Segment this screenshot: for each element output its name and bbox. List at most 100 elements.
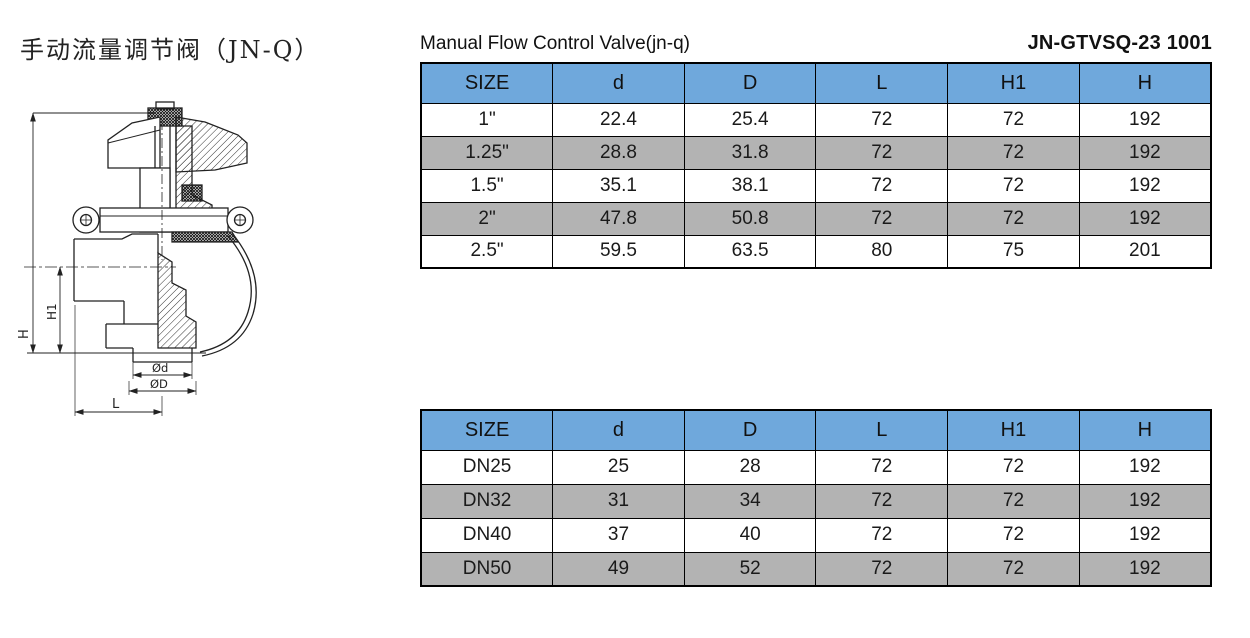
table-row: DN32 31 34 72 72 192 [420, 483, 1212, 519]
column-header: D [683, 62, 817, 104]
dim-label-l: L [112, 397, 120, 412]
table-cell: 37 [552, 517, 685, 553]
caption-english: Manual Flow Control Valve(jn-q) [420, 33, 690, 54]
column-header: H1 [947, 409, 1080, 451]
centerlines [24, 120, 176, 268]
lock-knob [181, 184, 203, 202]
table-cell: 38.1 [683, 168, 817, 203]
bottom-flange [105, 323, 158, 349]
column-header: SIZE [420, 62, 554, 104]
table-cell: 34 [683, 483, 817, 519]
table-cell: 80 [815, 234, 949, 269]
dome-outer [201, 232, 257, 357]
column-header: H [1078, 409, 1212, 451]
inch-size-table: SIZE d D L H1 H 1" 22.4 25.4 72 72 192 1.25" 28.8 31.… [420, 62, 1212, 269]
table-row: 1.5" 35.1 38.1 72 72 192 [420, 168, 1212, 203]
table-cell: 192 [1078, 201, 1212, 236]
table-cell: 31 [552, 483, 685, 519]
table-cell: 192 [1078, 483, 1212, 519]
table-cell: 72 [947, 201, 1080, 236]
table-cell: 72 [947, 135, 1080, 170]
clamp-band [99, 207, 229, 233]
table-cell: 192 [1078, 551, 1212, 587]
column-header: L [815, 409, 949, 451]
table-cell: 2" [420, 201, 554, 236]
table-cell: 192 [1078, 135, 1212, 170]
table-cell: 72 [947, 449, 1080, 485]
column-header: D [683, 409, 817, 451]
table-cell: DN40 [420, 517, 554, 553]
table-row: DN50 49 52 72 72 192 [420, 551, 1212, 587]
table-cell: 72 [815, 168, 949, 203]
table-cell: 72 [815, 517, 949, 553]
spec-section: Manual Flow Control Valve(jn-q) JN-GTVSQ… [420, 32, 1212, 587]
valve-cross-section-svg: H H1 Ød ØD L [17, 101, 257, 416]
table-cell: 47.8 [552, 201, 685, 236]
header-row: SIZE d D L H1 H [420, 409, 1212, 451]
column-header: SIZE [420, 409, 554, 451]
table-cell: 40 [683, 517, 817, 553]
table-cell: 2.5" [420, 234, 554, 269]
page-title-chinese: 手动流量调节阀（JN-Q） [20, 36, 321, 64]
table-cell: DN50 [420, 551, 554, 587]
table-cell: 25.4 [683, 102, 817, 137]
table-cell: 75 [947, 234, 1080, 269]
valve-technical-drawing: H H1 Ød ØD L [14, 98, 334, 428]
table-cell: DN25 [420, 449, 554, 485]
table-row: DN25 25 28 72 72 192 [420, 449, 1212, 485]
table-cell: 72 [947, 483, 1080, 519]
table-cell: 63.5 [683, 234, 817, 269]
column-header: H [1078, 62, 1212, 104]
body-inlet [73, 239, 125, 324]
table-cell: 1" [420, 102, 554, 137]
table-cell: 50.8 [683, 201, 817, 236]
table-cell: 192 [1078, 517, 1212, 553]
dimension-lines [27, 112, 206, 416]
table-cell: 22.4 [552, 102, 685, 137]
table-cell: 52 [683, 551, 817, 587]
dn-size-table: SIZE d D L H1 H DN25 25 28 72 72 192 DN32 31 34 72 72 19… [420, 409, 1212, 587]
table-cell: 1.5" [420, 168, 554, 203]
table-cell: 72 [947, 551, 1080, 587]
valve-outline-group [72, 101, 257, 363]
table-cell: 25 [552, 449, 685, 485]
table-cell: 72 [815, 483, 949, 519]
table-cell: 72 [815, 102, 949, 137]
dim-label-od-large: ØD [150, 377, 168, 391]
table-cell: 72 [947, 168, 1080, 203]
table-cell: 192 [1078, 168, 1212, 203]
table-cell: 201 [1078, 234, 1212, 269]
table-row: DN40 37 40 72 72 192 [420, 517, 1212, 553]
column-header: L [815, 62, 949, 104]
table-cell: 28.8 [552, 135, 685, 170]
table-cell: 31.8 [683, 135, 817, 170]
column-header: d [552, 62, 685, 104]
dim-label-h: H [17, 329, 32, 339]
table-row: 2" 47.8 50.8 72 72 192 [420, 201, 1212, 236]
table-cell: 1.25" [420, 135, 554, 170]
outlet-tube [132, 348, 193, 363]
table-cell: 72 [947, 517, 1080, 553]
table-cell: 59.5 [552, 234, 685, 269]
table-cell: 72 [815, 201, 949, 236]
table-cell: DN32 [420, 483, 554, 519]
table-cell: 192 [1078, 449, 1212, 485]
table-cell: 72 [815, 449, 949, 485]
dim-label-od-small: Ød [152, 361, 168, 375]
spec-caption-row: Manual Flow Control Valve(jn-q) JN-GTVSQ… [420, 32, 1212, 56]
handle-left-wing [107, 116, 161, 169]
valve-plug-section [157, 251, 197, 349]
column-header: H1 [947, 62, 1080, 104]
table-row: 1.25" 28.8 31.8 72 72 192 [420, 135, 1212, 170]
table-cell: 72 [815, 135, 949, 170]
table-row: 2.5" 59.5 63.5 80 75 201 [420, 234, 1212, 269]
table-cell: 28 [683, 449, 817, 485]
header-row: SIZE d D L H1 H [420, 62, 1212, 104]
table-cell: 72 [815, 551, 949, 587]
table-cell: 72 [947, 102, 1080, 137]
table-row: 1" 22.4 25.4 72 72 192 [420, 102, 1212, 137]
table-cell: 35.1 [552, 168, 685, 203]
body-inlet-top [74, 233, 158, 240]
table-cell: 49 [552, 551, 685, 587]
